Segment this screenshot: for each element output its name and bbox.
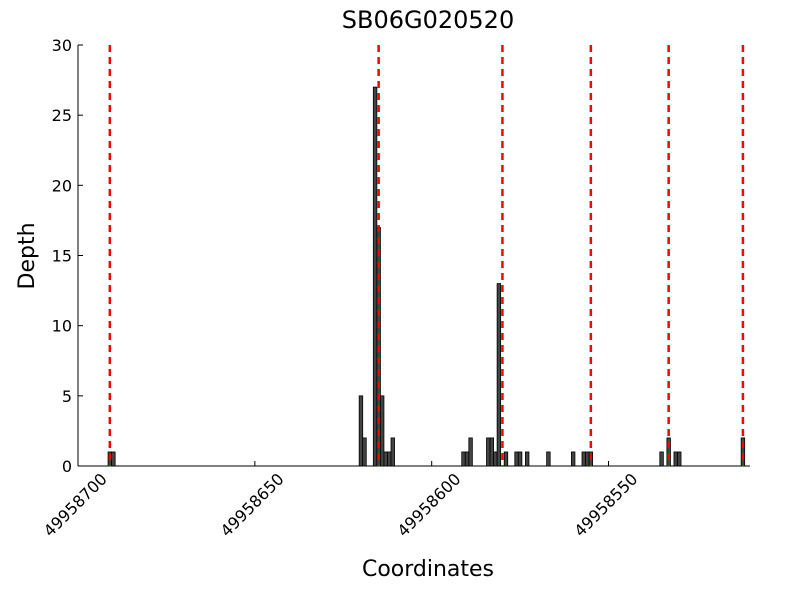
bar [372, 86, 378, 467]
chart-title: SB06G020520 [342, 6, 514, 34]
bar [379, 395, 385, 467]
bar [489, 437, 494, 467]
bar [486, 437, 491, 467]
y-tick-label: 10 [52, 317, 72, 336]
bar [503, 451, 509, 467]
y-tick-label: 5 [62, 387, 72, 406]
x-tick-label: 49958600 [393, 469, 464, 540]
bar [464, 451, 470, 467]
bar [496, 283, 502, 467]
y-tick-label: 25 [52, 106, 72, 125]
bar [111, 451, 116, 467]
bar [677, 451, 682, 467]
bar [514, 451, 519, 467]
bar [390, 437, 395, 467]
y-tick-label: 15 [52, 247, 72, 266]
bar [659, 451, 664, 467]
bar [387, 451, 392, 467]
bar [581, 451, 586, 467]
bar [546, 451, 551, 467]
bar [570, 451, 576, 467]
x-tick-label: 49958550 [570, 469, 641, 540]
bar [517, 451, 523, 467]
bar [585, 451, 590, 467]
bar [383, 451, 388, 467]
bar [493, 451, 498, 467]
bar [673, 451, 678, 467]
bar [362, 437, 367, 467]
y-tick-label: 20 [52, 176, 72, 195]
y-tick-label: 30 [52, 36, 72, 55]
x-axis-label: Coordinates [362, 557, 494, 582]
bar [358, 395, 364, 467]
bar [468, 437, 473, 467]
x-tick-label: 49958650 [217, 469, 288, 540]
bar [461, 451, 466, 467]
y-tick-label: 0 [62, 457, 72, 476]
bar [525, 451, 530, 467]
y-axis-label: Depth [15, 222, 40, 289]
x-tick-label: 49958700 [40, 469, 111, 540]
